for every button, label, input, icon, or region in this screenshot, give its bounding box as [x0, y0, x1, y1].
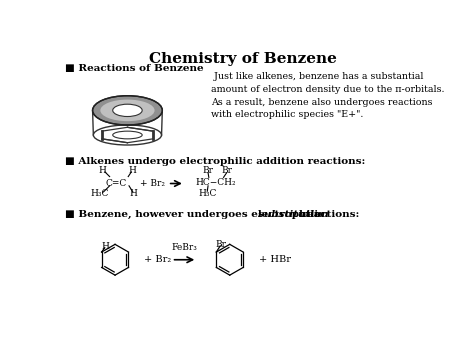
Ellipse shape [100, 100, 155, 121]
Text: + Br₂: + Br₂ [140, 179, 165, 188]
Text: C=C: C=C [105, 179, 127, 188]
Text: ■ Benzene, however undergoes electrophilic: ■ Benzene, however undergoes electrophil… [65, 211, 328, 219]
Text: H: H [129, 166, 137, 175]
Text: Chemistry of Benzene: Chemistry of Benzene [149, 52, 337, 66]
Text: reactions:: reactions: [298, 211, 359, 219]
Text: H₃C: H₃C [91, 189, 109, 198]
Ellipse shape [113, 104, 142, 116]
Text: + HBr: + HBr [259, 255, 291, 264]
Text: substitution: substitution [258, 211, 328, 219]
Text: Just like alkenes, benzene has a substantial
amount of electron density due to t: Just like alkenes, benzene has a substan… [211, 72, 445, 119]
Text: HC−CH₂: HC−CH₂ [195, 178, 236, 187]
Text: Br: Br [222, 166, 233, 175]
Text: ■ Alkenes undergo electrophilic addition reactions:: ■ Alkenes undergo electrophilic addition… [65, 157, 366, 165]
Text: ■ Reactions of Benzene: ■ Reactions of Benzene [65, 64, 204, 73]
Text: Br: Br [216, 240, 227, 249]
Text: + Br₂: + Br₂ [145, 255, 172, 264]
Text: H: H [130, 189, 137, 198]
Text: H: H [99, 166, 107, 175]
Text: FeBr₃: FeBr₃ [171, 243, 197, 252]
Text: H₃C: H₃C [198, 189, 217, 198]
Text: H: H [101, 242, 109, 251]
Text: Br: Br [202, 166, 214, 175]
Ellipse shape [92, 96, 162, 125]
